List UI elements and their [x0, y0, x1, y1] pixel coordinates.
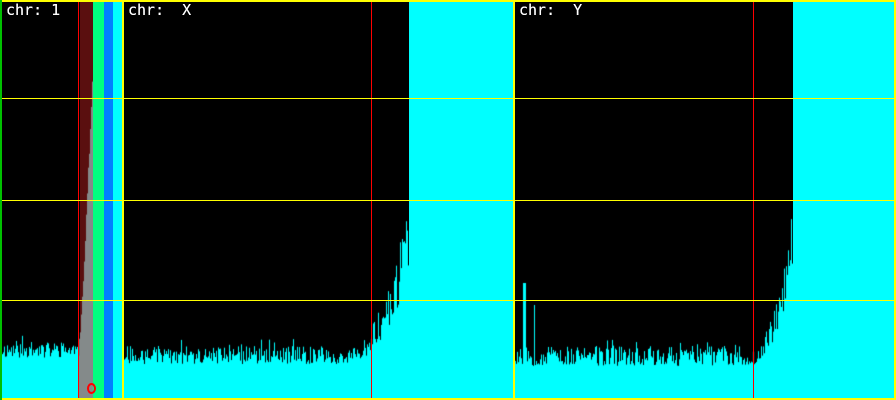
panel-sep-1 — [122, 0, 124, 400]
locus-circle-marker[interactable] — [87, 383, 96, 394]
panel-label-chrX: chr: X — [128, 1, 192, 19]
gridline-1 — [0, 98, 896, 99]
panel-sep-2 — [513, 0, 515, 400]
panel-label-chrY: chr: Y — [519, 1, 583, 19]
frame-border-top — [0, 0, 896, 2]
gridline-3 — [0, 300, 896, 301]
frame-border-bottom — [0, 398, 896, 400]
frame-border-left — [0, 0, 2, 400]
panel-label-chr1: chr: 1 — [6, 1, 61, 19]
gridline-2 — [0, 200, 896, 201]
frame-border-right — [894, 0, 896, 400]
